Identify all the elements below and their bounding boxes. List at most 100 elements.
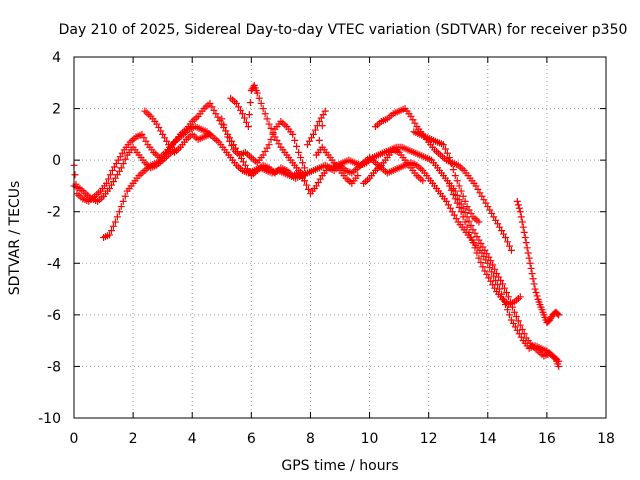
data-point xyxy=(461,197,469,205)
data-point xyxy=(255,94,263,102)
data-point xyxy=(528,270,536,278)
data-point xyxy=(246,99,254,107)
data-point xyxy=(457,187,465,195)
data-point xyxy=(459,192,467,200)
data-point xyxy=(226,137,234,145)
data-point xyxy=(113,213,121,221)
data-point xyxy=(465,228,473,236)
data-point xyxy=(529,275,537,283)
x-tick-label: 6 xyxy=(247,431,256,447)
data-point xyxy=(443,149,451,157)
series-s8 xyxy=(360,146,427,187)
data-point xyxy=(484,259,492,267)
data-point xyxy=(220,121,228,129)
data-point xyxy=(457,208,465,216)
data-point xyxy=(419,177,427,185)
data-point xyxy=(299,159,307,167)
data-point xyxy=(318,122,326,130)
data-point xyxy=(449,191,457,199)
data-point xyxy=(117,164,125,172)
data-point xyxy=(501,284,509,292)
data-point xyxy=(309,130,317,138)
data-point xyxy=(488,268,496,276)
data-point xyxy=(523,244,531,252)
data-point xyxy=(479,263,487,271)
x-tick-label: 0 xyxy=(70,431,79,447)
data-point xyxy=(107,227,115,235)
data-point xyxy=(514,317,522,325)
data-point xyxy=(303,181,311,189)
y-tick-label: 2 xyxy=(52,102,61,118)
data-point xyxy=(522,239,530,247)
y-tick-label: -8 xyxy=(47,359,61,375)
data-point xyxy=(515,204,523,212)
data-point xyxy=(475,218,483,226)
series-s4 xyxy=(141,107,214,156)
data-point xyxy=(469,239,477,247)
data-point xyxy=(519,223,527,231)
data-point xyxy=(473,249,481,257)
data-point xyxy=(242,118,250,126)
data-point xyxy=(106,171,114,179)
y-tick-label: 4 xyxy=(52,50,61,66)
x-tick-label: 4 xyxy=(188,431,197,447)
data-point xyxy=(311,126,319,134)
data-point xyxy=(507,246,515,254)
data-point xyxy=(471,244,479,252)
data-point xyxy=(461,218,469,226)
y-tick-label: 0 xyxy=(52,153,61,169)
series-s6 xyxy=(218,115,309,172)
data-point xyxy=(245,111,253,119)
series-s9 xyxy=(371,105,515,254)
data-point xyxy=(315,136,323,144)
data-point xyxy=(244,123,252,131)
data-point xyxy=(267,124,275,132)
data-point xyxy=(265,141,273,149)
x-tick-label: 10 xyxy=(361,431,379,447)
plot-frame xyxy=(73,56,607,419)
data-point xyxy=(109,222,117,230)
data-point xyxy=(532,289,540,297)
data-point xyxy=(531,285,539,293)
x-tick-label: 2 xyxy=(129,431,138,447)
data-point xyxy=(467,234,475,241)
data-point xyxy=(121,192,129,200)
data-point xyxy=(554,310,562,318)
data-point xyxy=(439,141,447,149)
data-point xyxy=(516,293,524,301)
data-point xyxy=(224,133,232,141)
series-s7 xyxy=(303,107,362,187)
data-point xyxy=(111,218,119,226)
data-point xyxy=(517,213,525,221)
data-point xyxy=(228,142,236,150)
data-point xyxy=(555,357,563,365)
data-point xyxy=(526,259,534,267)
data-point xyxy=(516,321,524,329)
data-point xyxy=(263,115,271,123)
data-point xyxy=(206,130,214,138)
data-point xyxy=(477,258,485,266)
data-point xyxy=(518,325,526,333)
data-point xyxy=(465,217,473,225)
data-point xyxy=(238,110,246,118)
data-point xyxy=(117,203,125,211)
data-points xyxy=(70,81,563,370)
series-s10 xyxy=(410,128,483,226)
data-point xyxy=(295,148,303,156)
data-point xyxy=(461,209,469,217)
data-point xyxy=(510,308,518,316)
data-point xyxy=(253,89,261,97)
data-point xyxy=(524,249,532,257)
data-point xyxy=(119,197,127,205)
y-tick-label: -4 xyxy=(47,256,61,272)
x-tick-label: 18 xyxy=(597,431,615,447)
data-point xyxy=(533,292,541,300)
y-tick-label: -2 xyxy=(47,205,61,221)
data-point xyxy=(503,238,511,246)
data-point xyxy=(486,264,494,272)
data-point xyxy=(293,142,301,150)
data-point xyxy=(455,182,463,190)
data-point xyxy=(502,289,510,297)
data-point xyxy=(453,199,461,207)
